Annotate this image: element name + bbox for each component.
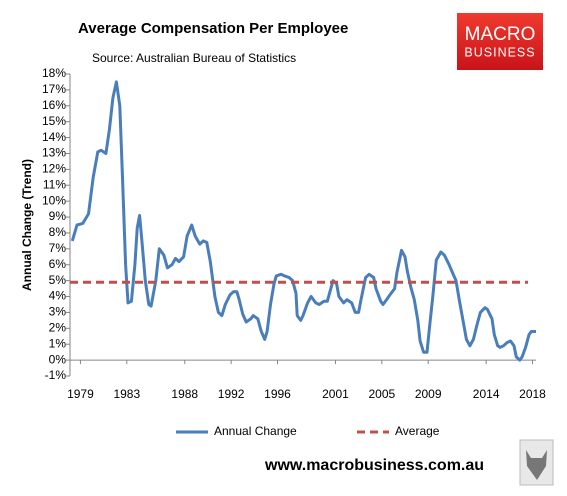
y-tick-label: 18%: [42, 66, 66, 80]
y-tick-label: 7%: [49, 241, 67, 255]
x-tick-label: 2001: [322, 387, 349, 401]
y-tick-label: 13%: [42, 146, 66, 160]
y-tick-label: 8%: [49, 225, 67, 239]
y-tick-label: 17%: [42, 82, 66, 96]
y-tick-label: 2%: [49, 320, 67, 334]
legend-label: Average: [395, 424, 440, 438]
x-tick-label: 1996: [264, 387, 291, 401]
y-tick-label: 6%: [49, 257, 67, 271]
y-tick-label: 14%: [42, 130, 66, 144]
logo-text: MACRO: [465, 24, 536, 45]
y-tick-label: 4%: [49, 289, 67, 303]
y-tick-label: 3%: [49, 305, 67, 319]
x-tick-label: 2014: [473, 387, 500, 401]
legend-label: Annual Change: [214, 424, 297, 438]
x-tick-label: 1988: [171, 387, 198, 401]
x-tick-label: 1992: [218, 387, 245, 401]
footer: www.macrobusiness.com.au: [264, 457, 484, 474]
y-tick-label: 0%: [49, 352, 67, 366]
y-tick-label: 12%: [42, 162, 66, 176]
y-tick-label: 9%: [49, 209, 67, 223]
x-tick-label: 2009: [415, 387, 442, 401]
icon-shape: [526, 450, 547, 480]
x-tick-label: 2005: [368, 387, 395, 401]
y-tick-label: 1%: [49, 336, 67, 350]
y-axis-label: Annual Change (Trend): [20, 159, 34, 291]
x-tick-label: 1983: [113, 387, 140, 401]
x-tick-label: 1979: [67, 387, 94, 401]
y-tick-label: -1%: [45, 368, 67, 382]
y-tick-label: 11%: [43, 177, 66, 191]
y-tick-label: 15%: [42, 114, 66, 128]
y-tick-label: 10%: [42, 193, 66, 207]
chart-title: Average Compensation Per Employee: [78, 20, 348, 37]
data-line: [70, 80, 536, 362]
logo-text: BUSINESS: [464, 45, 535, 59]
x-tick-label: 2018: [519, 387, 546, 401]
logo-box: [457, 13, 543, 70]
chart-subtitle: Source: Australian Bureau of Statistics: [92, 51, 296, 65]
y-tick-label: 16%: [42, 98, 66, 112]
wolf-icon: [519, 439, 554, 486]
y-tick-label: 5%: [49, 273, 67, 287]
